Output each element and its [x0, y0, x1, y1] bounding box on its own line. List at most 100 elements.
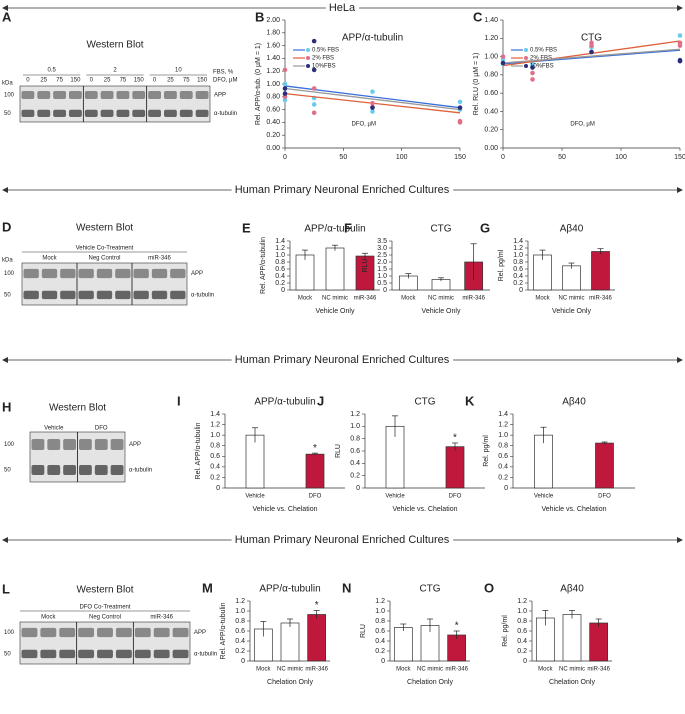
blot-title: Western Blot — [76, 585, 133, 596]
y-tick-label: 1.0 — [517, 608, 527, 615]
group-axis-label: FBS, % — [213, 70, 234, 76]
y-tick-label: 0 — [281, 287, 285, 294]
band — [151, 290, 168, 300]
x-tick-label: 150 — [454, 154, 466, 161]
x-tick-label: Vehicle — [385, 494, 405, 500]
y-tick-label: 0.6 — [210, 453, 220, 460]
y-tick-label: 0 — [241, 658, 245, 665]
band — [115, 627, 132, 638]
y-tick-label: 0.6 — [513, 266, 523, 273]
y-tick-label: 0.8 — [513, 259, 523, 266]
band — [84, 91, 98, 99]
point — [282, 94, 288, 100]
bar — [562, 265, 581, 291]
arrow-head — [677, 187, 683, 193]
point — [457, 120, 463, 125]
y-axis-label: Rel. pg/ml — [483, 435, 490, 467]
y-tick-label: 1.0 — [375, 608, 385, 615]
band — [94, 465, 108, 475]
marker-label: 100 — [4, 630, 15, 636]
x-tick-label: 50 — [558, 154, 566, 161]
point — [282, 81, 288, 87]
x-tick-label: Vehicle — [534, 494, 554, 500]
kda-label: kDa — [2, 81, 13, 87]
band — [151, 268, 168, 279]
x-tick-label: 0 — [283, 154, 287, 161]
bar — [305, 453, 325, 489]
bar — [595, 442, 614, 489]
panel-letter: N — [342, 580, 351, 595]
y-tick-label: 1.4 — [498, 411, 508, 418]
y-tick-label: 1.2 — [350, 411, 360, 418]
group-label: miR-346 — [148, 256, 171, 262]
band — [23, 268, 39, 279]
y-tick-label: 0.4 — [275, 273, 285, 280]
y-tick-label: 0 — [381, 658, 385, 665]
x-tick-label: DFO — [309, 494, 322, 500]
y-tick-label: 0.80 — [266, 94, 280, 101]
panel-letter: C — [473, 9, 483, 24]
band — [148, 91, 161, 99]
y-axis-label: Rel. pg/ml — [502, 615, 509, 647]
lane-label: 25 — [167, 78, 174, 84]
band — [53, 91, 66, 99]
y-tick-label: 0.8 — [210, 443, 220, 450]
marker-label: 100 — [4, 442, 15, 448]
y-tick-label: 1.2 — [210, 421, 220, 428]
point — [311, 110, 317, 116]
y-tick-label: 0.2 — [517, 648, 527, 655]
band — [21, 91, 35, 99]
y-tick-label: 0.8 — [375, 618, 385, 625]
bar — [280, 622, 300, 662]
legend-label: 10%FBS — [312, 64, 336, 70]
arrow-head — [677, 537, 683, 543]
marker-label: 50 — [4, 111, 11, 117]
y-tick-label: 0 — [383, 287, 387, 294]
band — [96, 290, 113, 300]
point — [370, 89, 375, 94]
x-tick-label: Mock — [535, 296, 550, 302]
y-tick-label: 0.4 — [513, 273, 523, 280]
y-tick-label: 0.8 — [275, 259, 285, 266]
x-tick-label: NC mimic — [559, 667, 585, 673]
band — [53, 109, 66, 117]
band — [170, 268, 186, 279]
y-tick-label: 1.4 — [275, 238, 285, 245]
y-axis-label: RLU — [360, 624, 367, 638]
band — [37, 109, 51, 117]
band — [134, 649, 151, 659]
panel-letter: K — [465, 393, 475, 408]
bar — [245, 434, 265, 489]
y-tick-label: 0.2 — [275, 280, 285, 287]
y-tick-label: 1.0 — [513, 252, 523, 259]
band — [78, 649, 95, 659]
y-tick-label: 0.00 — [266, 145, 280, 152]
y-tick-label: 0.60 — [266, 106, 280, 113]
band — [153, 649, 170, 659]
point — [457, 99, 463, 105]
band — [79, 465, 92, 475]
band — [172, 627, 189, 638]
x-tick-label: Mock — [396, 667, 411, 673]
band — [96, 268, 113, 279]
panel-letter: G — [480, 220, 490, 235]
band — [153, 627, 170, 638]
section-header: Human Primary Neuronal Enriched Cultures — [235, 184, 450, 196]
marker-label: 100 — [4, 271, 15, 277]
legend-label: 0.5% FBS — [530, 48, 557, 54]
chart-title: APP/α-tubulin — [342, 33, 403, 44]
point — [500, 54, 506, 59]
marker-label: 50 — [4, 651, 11, 657]
panel-letter: A — [2, 9, 12, 24]
y-tick-label: 2.5 — [377, 252, 387, 259]
bar — [533, 254, 552, 291]
band — [59, 649, 76, 659]
y-tick-label: 0.80 — [484, 72, 498, 79]
band — [47, 465, 61, 475]
band — [164, 91, 177, 99]
kda-label: kDa — [2, 258, 13, 264]
lane-label: 150 — [70, 78, 81, 84]
y-tick-label: 0.2 — [375, 648, 385, 655]
point — [311, 86, 317, 91]
point — [530, 65, 535, 70]
